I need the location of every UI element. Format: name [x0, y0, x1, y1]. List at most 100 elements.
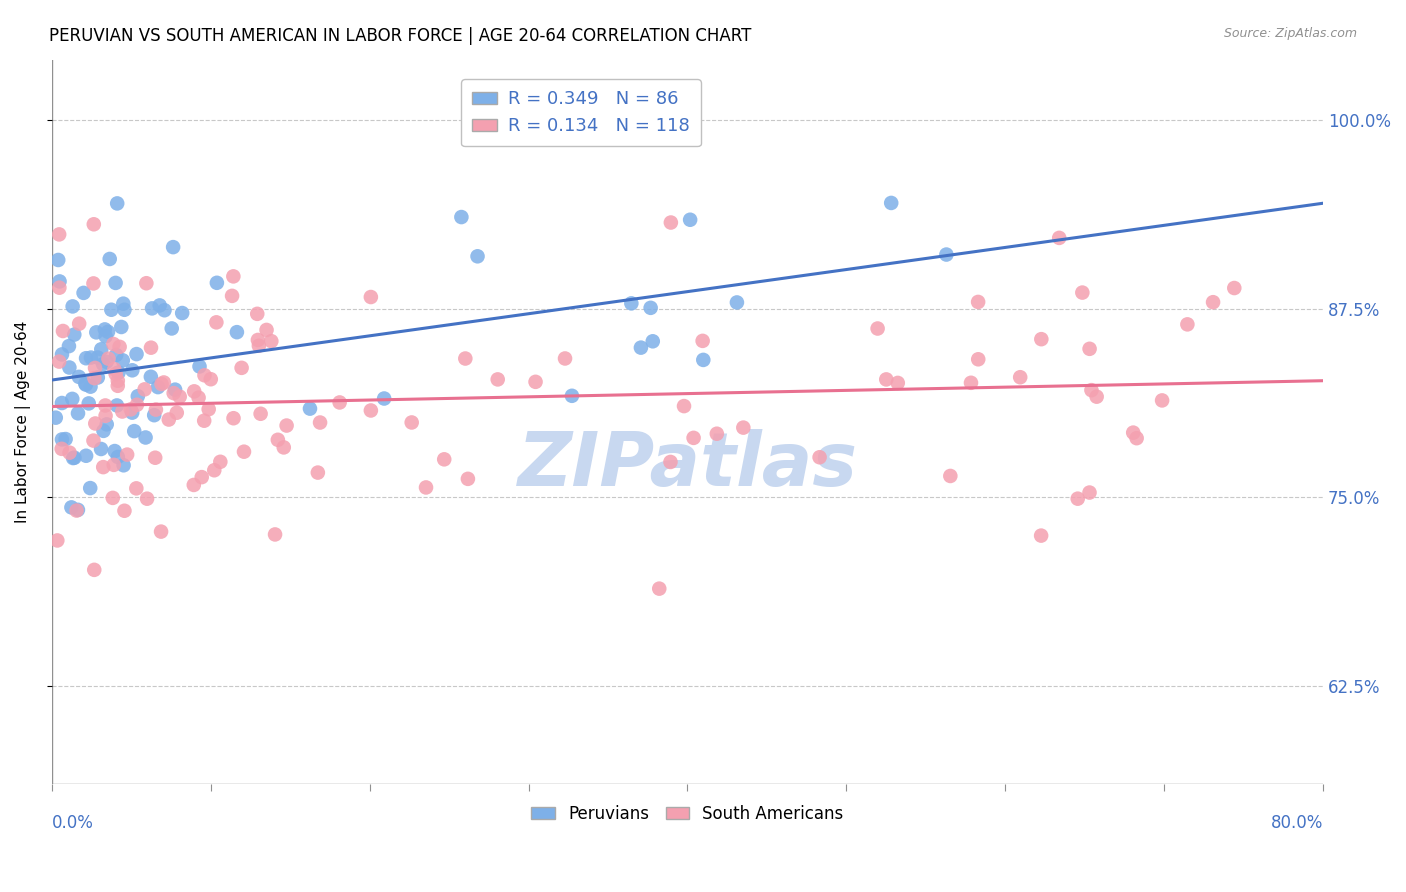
- Point: [66, 503, 89, 517]
- Point: [960, 376, 983, 390]
- Point: [104, 367, 127, 381]
- Point: [75, 449, 97, 463]
- Point: [150, 524, 173, 539]
- Point: [105, 196, 128, 211]
- Point: [260, 334, 283, 348]
- Point: [60, 500, 83, 515]
- Point: [80, 351, 103, 365]
- Point: [188, 359, 211, 374]
- Point: [165, 383, 187, 397]
- Point: [79, 481, 101, 495]
- Point: [111, 353, 134, 368]
- Point: [152, 376, 174, 390]
- Point: [143, 450, 166, 465]
- Point: [1047, 231, 1070, 245]
- Point: [87, 351, 110, 365]
- Point: [256, 323, 278, 337]
- Point: [143, 408, 166, 422]
- Point: [48, 227, 70, 242]
- Point: [166, 406, 188, 420]
- Point: [96, 355, 118, 369]
- Point: [75, 351, 97, 366]
- Point: [200, 372, 222, 386]
- Point: [146, 380, 169, 394]
- Point: [197, 402, 219, 417]
- Point: [67, 317, 90, 331]
- Point: [94, 409, 117, 423]
- Point: [692, 352, 714, 367]
- Point: [51, 396, 73, 410]
- Point: [1067, 491, 1090, 506]
- Text: 0.0%: 0.0%: [52, 814, 94, 832]
- Point: [249, 407, 271, 421]
- Point: [67, 370, 90, 384]
- Point: [692, 334, 714, 348]
- Point: [75, 376, 97, 391]
- Point: [112, 296, 135, 310]
- Point: [1223, 281, 1246, 295]
- Point: [276, 418, 298, 433]
- Point: [808, 450, 831, 465]
- Point: [561, 389, 583, 403]
- Point: [97, 351, 120, 366]
- Point: [672, 399, 695, 413]
- Point: [967, 352, 990, 367]
- Point: [84, 417, 107, 431]
- Point: [193, 368, 215, 383]
- Point: [105, 399, 128, 413]
- Text: PERUVIAN VS SOUTH AMERICAN IN LABOR FORCE | AGE 20-64 CORRELATION CHART: PERUVIAN VS SOUTH AMERICAN IN LABOR FORC…: [49, 27, 752, 45]
- Point: [121, 406, 143, 420]
- Point: [360, 290, 382, 304]
- Point: [104, 276, 127, 290]
- Point: [97, 325, 120, 339]
- Point: [139, 341, 162, 355]
- Point: [94, 322, 117, 336]
- Point: [454, 351, 477, 366]
- Point: [153, 303, 176, 318]
- Text: 80.0%: 80.0%: [1271, 814, 1323, 832]
- Point: [136, 491, 159, 506]
- Point: [373, 392, 395, 406]
- Point: [63, 327, 86, 342]
- Point: [90, 343, 112, 357]
- Point: [114, 504, 136, 518]
- Point: [103, 337, 125, 351]
- Point: [1080, 383, 1102, 397]
- Point: [125, 347, 148, 361]
- Point: [98, 252, 121, 266]
- Point: [83, 217, 105, 231]
- Point: [82, 277, 104, 291]
- Point: [247, 339, 270, 353]
- Point: [83, 563, 105, 577]
- Point: [51, 442, 73, 456]
- Point: [620, 296, 643, 310]
- Point: [486, 372, 509, 386]
- Point: [111, 404, 134, 418]
- Text: Source: ZipAtlas.com: Source: ZipAtlas.com: [1223, 27, 1357, 40]
- Point: [641, 334, 664, 349]
- Point: [880, 196, 903, 211]
- Point: [86, 326, 108, 340]
- Point: [162, 240, 184, 254]
- Point: [72, 285, 94, 300]
- Point: [114, 302, 136, 317]
- Point: [172, 306, 194, 320]
- Point: [52, 324, 75, 338]
- Point: [62, 300, 84, 314]
- Point: [187, 391, 209, 405]
- Point: [648, 582, 671, 596]
- Point: [45, 410, 67, 425]
- Point: [524, 375, 547, 389]
- Point: [659, 215, 682, 229]
- Point: [222, 269, 245, 284]
- Point: [82, 434, 104, 448]
- Point: [127, 389, 149, 403]
- Point: [183, 478, 205, 492]
- Point: [103, 458, 125, 472]
- Point: [273, 441, 295, 455]
- Point: [205, 276, 228, 290]
- Point: [75, 377, 97, 392]
- Point: [360, 403, 382, 417]
- Point: [415, 480, 437, 494]
- Point: [107, 450, 129, 464]
